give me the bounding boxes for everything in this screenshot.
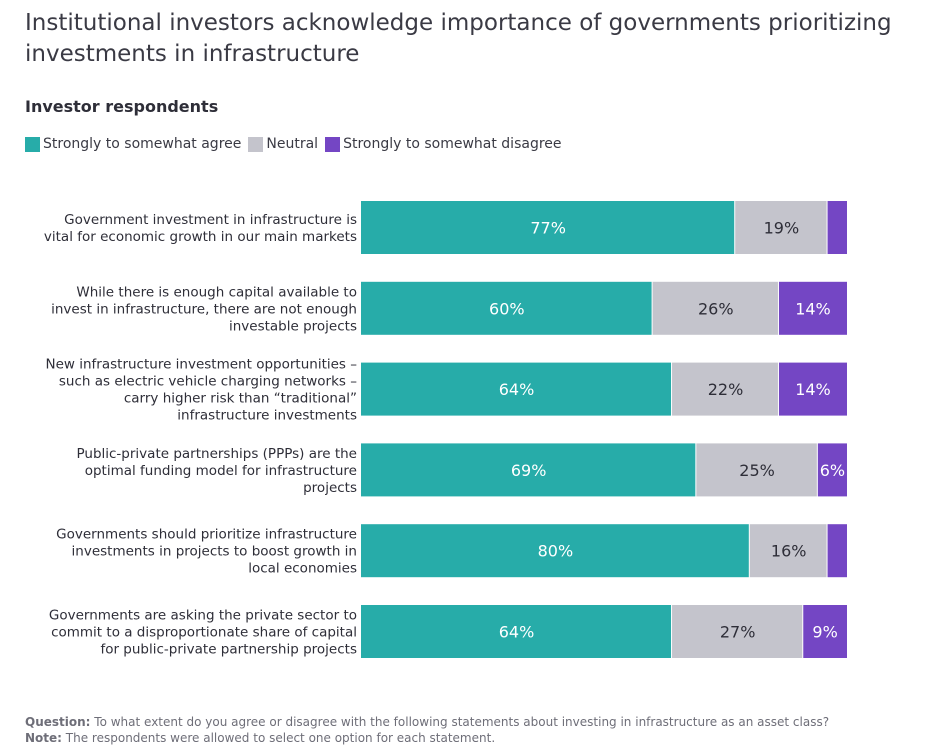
bar-segment-agree xyxy=(361,201,735,254)
footnote-note: Note: The respondents were allowed to se… xyxy=(25,730,829,746)
bar-segment-disagree xyxy=(817,443,847,497)
bar-segment-neutral xyxy=(672,605,803,658)
bar-segment-neutral xyxy=(749,524,827,578)
bar-segment-agree xyxy=(361,605,672,658)
footnote-question: Question: To what extent do you agree or… xyxy=(25,714,829,730)
category-label: While there is enough capital available … xyxy=(51,284,357,334)
legend-item-agree: Strongly to somewhat agree xyxy=(25,136,241,152)
bar-segment-neutral xyxy=(652,281,778,335)
bar-segment-agree xyxy=(361,524,749,578)
footnote-note-label: Note: xyxy=(25,731,62,745)
bar-segment-agree xyxy=(361,362,672,416)
data-label-agree: 60% xyxy=(489,299,525,318)
bar-segment-neutral xyxy=(672,362,778,416)
bar-segment-neutral xyxy=(735,201,827,254)
data-label-agree: 69% xyxy=(511,461,547,480)
bar-segment-disagree xyxy=(827,524,847,578)
data-label-disagree: 6% xyxy=(820,461,845,480)
footnote-note-text: The respondents were allowed to select o… xyxy=(65,731,496,745)
legend-label-agree: Strongly to somewhat agree xyxy=(43,136,242,152)
data-label-neutral: 26% xyxy=(698,299,734,318)
legend-swatch-disagree xyxy=(325,136,341,152)
data-label-neutral: 19% xyxy=(764,219,800,238)
data-label-neutral: 22% xyxy=(708,380,744,399)
footnote-question-text: To what extent do you agree or disagree … xyxy=(94,715,830,729)
chart-title: Institutional investors acknowledge impo… xyxy=(25,10,892,67)
legend: Strongly to somewhat agree Neutral Stron… xyxy=(25,136,569,152)
footnote: Question: To what extent do you agree or… xyxy=(25,714,829,746)
legend-label-disagree: Strongly to somewhat disagree xyxy=(343,136,562,152)
stacked-bar-chart: Government investment in infrastructure … xyxy=(44,201,847,658)
footnote-question-label: Question: xyxy=(25,715,91,729)
data-label-disagree: 14% xyxy=(795,299,831,318)
bar-segment-neutral xyxy=(696,443,817,497)
data-label-neutral: 27% xyxy=(720,623,756,642)
data-label-neutral: 16% xyxy=(771,542,807,561)
category-label: Governments should prioritize infrastruc… xyxy=(56,527,357,577)
data-label-agree: 80% xyxy=(538,542,574,561)
category-label: Government investment in infrastructure … xyxy=(44,212,357,245)
category-label: Public-private partnerships (PPPs) are t… xyxy=(76,446,357,496)
chart-subtitle: Investor respondents xyxy=(25,97,219,116)
legend-swatch-neutral xyxy=(248,136,264,152)
bar-segment-agree xyxy=(361,281,652,335)
bar-segment-agree xyxy=(361,443,696,497)
bar-segment-disagree xyxy=(827,201,847,254)
data-label-agree: 64% xyxy=(499,623,535,642)
data-label-neutral: 25% xyxy=(739,461,775,480)
bar-segment-disagree xyxy=(803,605,847,658)
category-label: New infrastructure investment opportunit… xyxy=(46,357,358,424)
bar-segment-disagree xyxy=(778,362,847,416)
data-label-agree: 77% xyxy=(530,219,566,238)
bar-segment-disagree xyxy=(778,281,847,335)
legend-swatch-agree xyxy=(25,136,40,152)
data-label-disagree: 14% xyxy=(795,380,831,399)
legend-item-disagree: Strongly to somewhat disagree xyxy=(325,136,562,152)
data-label-agree: 64% xyxy=(499,380,535,399)
legend-label-neutral: Neutral xyxy=(266,136,319,152)
category-label: Governments are asking the private secto… xyxy=(49,608,357,658)
data-label-disagree: 9% xyxy=(812,623,837,642)
legend-item-neutral: Neutral xyxy=(248,136,318,152)
